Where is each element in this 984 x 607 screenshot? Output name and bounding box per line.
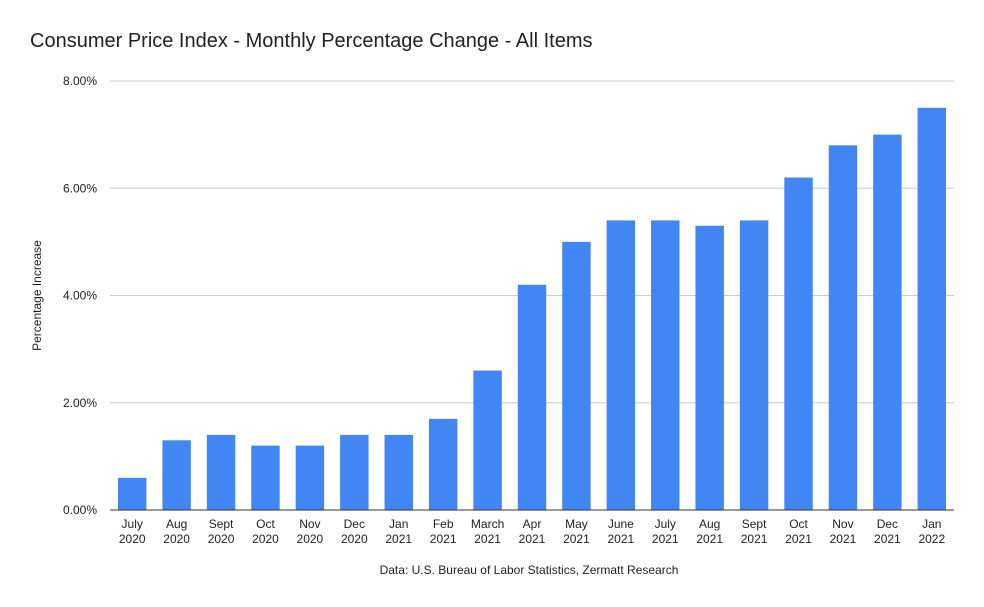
- bar: [162, 440, 191, 510]
- x-tick-label: Oct: [256, 517, 275, 531]
- x-tick-label: June: [608, 517, 634, 531]
- x-tick-label: 2021: [430, 532, 457, 546]
- y-tick-label: 8.00%: [63, 74, 97, 88]
- x-tick-label: March: [471, 517, 504, 531]
- bar: [606, 220, 636, 511]
- x-tick-label: Sept: [209, 517, 234, 531]
- bar: [695, 225, 724, 510]
- x-tick-label: 2021: [696, 532, 723, 546]
- x-tick-label: 2021: [652, 532, 679, 546]
- y-tick-label: 0.00%: [63, 503, 97, 517]
- bar: [251, 445, 280, 510]
- bar: [562, 241, 591, 510]
- x-tick-label: 2020: [119, 532, 146, 546]
- bar: [517, 284, 547, 510]
- bar: [917, 107, 947, 510]
- bar: [784, 177, 813, 510]
- bar: [206, 434, 236, 510]
- x-tick-label: 2021: [385, 532, 412, 546]
- x-tick-label: July: [122, 517, 143, 531]
- x-tick-label: Jan: [922, 517, 941, 531]
- x-tick-label: Apr: [523, 517, 542, 531]
- x-tick-label: Dec: [877, 517, 898, 531]
- x-tick-label: Feb: [433, 517, 454, 531]
- y-tick-label: 4.00%: [63, 289, 97, 303]
- x-tick-label: 2020: [341, 532, 368, 546]
- x-tick-label: 2021: [607, 532, 634, 546]
- x-tick-label: 2020: [252, 532, 279, 546]
- x-tick-label: 2021: [474, 532, 501, 546]
- bar: [473, 370, 502, 510]
- x-tick-label: 2020: [297, 532, 324, 546]
- y-tick-label: 2.00%: [63, 396, 97, 410]
- bar: [384, 434, 413, 510]
- x-tick-label: Sept: [742, 517, 767, 531]
- x-tick-label: 2021: [830, 532, 857, 546]
- bar: [340, 434, 369, 510]
- x-tick-label: Jan: [389, 517, 408, 531]
- bar: [828, 145, 858, 510]
- x-tick-label: 2021: [785, 532, 812, 546]
- x-tick-label: Nov: [299, 517, 320, 531]
- bar: [295, 445, 325, 510]
- x-tick-label: Aug: [166, 517, 187, 531]
- x-tick-label: 2021: [741, 532, 768, 546]
- x-tick-label: Aug: [699, 517, 720, 531]
- x-tick-label: 2021: [519, 532, 546, 546]
- y-axis-title: Percentage Increase: [30, 240, 44, 351]
- x-axis-title: Data: U.S. Bureau of Labor Statistics, Z…: [380, 563, 679, 577]
- bar: [739, 220, 769, 511]
- x-tick-label: 2021: [563, 532, 590, 546]
- x-tick-label: July: [655, 517, 676, 531]
- x-tick-label: May: [565, 517, 588, 531]
- bar: [117, 477, 147, 510]
- x-tick-label: Dec: [344, 517, 365, 531]
- x-tick-label: 2021: [874, 532, 901, 546]
- x-tick-label: Nov: [832, 517, 853, 531]
- x-tick-label: Oct: [789, 517, 808, 531]
- y-tick-label: 6.00%: [63, 181, 97, 195]
- bar: [651, 220, 680, 511]
- x-tick-label: 2020: [163, 532, 190, 546]
- x-tick-label: 2022: [918, 532, 945, 546]
- bar: [873, 134, 902, 510]
- bar: [428, 418, 458, 510]
- x-tick-label: 2020: [208, 532, 235, 546]
- chart-title: Consumer Price Index - Monthly Percentag…: [30, 30, 593, 52]
